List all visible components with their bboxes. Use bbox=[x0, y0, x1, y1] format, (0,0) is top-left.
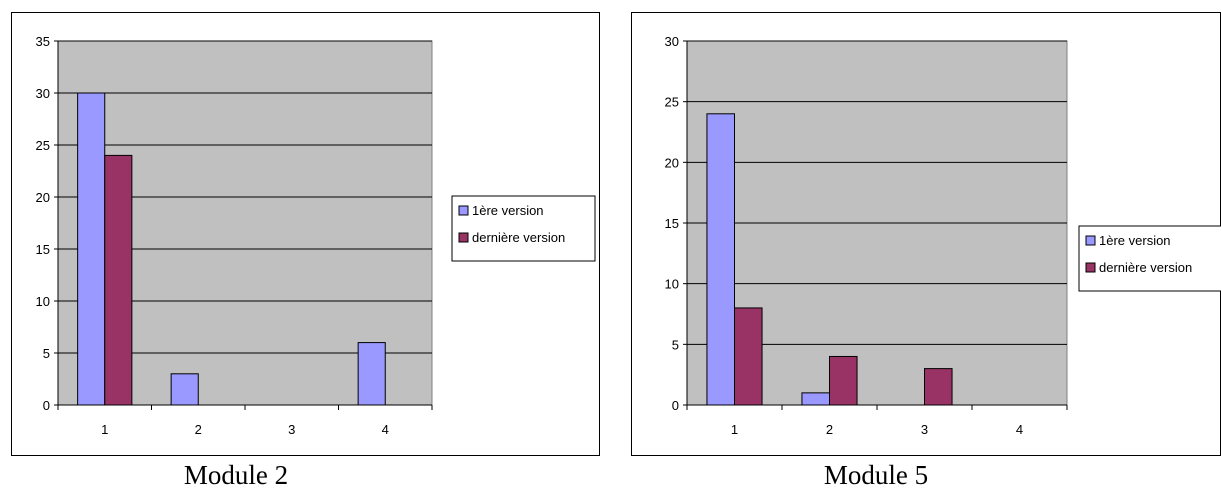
y-tick-label: 20 bbox=[665, 155, 679, 170]
legend-box bbox=[451, 195, 596, 262]
bar-first-version-cat-1 bbox=[77, 92, 106, 406]
bar-first-version-cat-2 bbox=[170, 373, 199, 406]
y-tick-label: 0 bbox=[43, 398, 50, 413]
y-tick-label: 10 bbox=[36, 294, 50, 309]
y-tick-label: 20 bbox=[36, 190, 50, 205]
x-tick-label: 2 bbox=[826, 422, 833, 437]
y-tick-label: 10 bbox=[665, 277, 679, 292]
x-tick-label: 1 bbox=[101, 422, 108, 437]
y-tick-label: 35 bbox=[36, 34, 50, 49]
x-tick-label: 3 bbox=[921, 422, 928, 437]
legend-label: dernière version bbox=[472, 230, 565, 245]
bar-last-version-cat-2 bbox=[829, 355, 858, 406]
bar-last-version-cat-3 bbox=[924, 368, 953, 406]
chart-caption-module-2: Module 2 bbox=[183, 460, 289, 490]
chart-module-2-svg: 0 5 10 15 20 25 30 35 1 2 3 4 1ère version dernière v… bbox=[36, 34, 596, 437]
y-tick-label: 25 bbox=[665, 95, 679, 110]
y-tick-label: 5 bbox=[43, 346, 50, 361]
y-tick-label: 25 bbox=[36, 138, 50, 153]
x-tick-label: 1 bbox=[731, 422, 738, 437]
chart-module-2: 0 5 10 15 20 25 30 35 1 2 3 4 1ère version dernière v… bbox=[11, 12, 600, 456]
y-tick-label: 0 bbox=[672, 398, 679, 413]
bar-last-version-cat-1 bbox=[104, 154, 133, 406]
chart-module-5-svg: 0 5 10 15 20 25 30 1 2 3 4 1ère version dernière ver… bbox=[665, 34, 1221, 437]
legend-label: 1ère version bbox=[1099, 233, 1171, 248]
bar-last-version-cat-1 bbox=[734, 307, 763, 406]
x-tick-label: 3 bbox=[288, 422, 295, 437]
y-tick-label: 15 bbox=[36, 242, 50, 257]
x-tick-label: 4 bbox=[382, 422, 389, 437]
legend-label: dernière version bbox=[1099, 260, 1192, 275]
y-tick-label: 30 bbox=[665, 34, 679, 49]
legend-swatch bbox=[1085, 235, 1096, 246]
x-tick-label: 4 bbox=[1016, 422, 1023, 437]
chart-caption-module-5: Module 5 bbox=[823, 460, 929, 490]
legend-swatch bbox=[458, 205, 469, 216]
y-tick-label: 30 bbox=[36, 86, 50, 101]
bar-first-version-cat-2 bbox=[801, 392, 830, 406]
legend-swatch bbox=[1085, 262, 1096, 273]
legend-swatch bbox=[458, 232, 469, 243]
y-tick-label: 15 bbox=[665, 216, 679, 231]
bar-first-version-cat-1 bbox=[706, 113, 735, 406]
chart-module-5: 0 5 10 15 20 25 30 1 2 3 4 1ère version dernière ver… bbox=[631, 12, 1221, 456]
y-tick-label: 5 bbox=[672, 337, 679, 352]
legend-label: 1ère version bbox=[472, 203, 544, 218]
legend-box bbox=[1078, 225, 1221, 292]
bar-first-version-cat-4 bbox=[357, 342, 386, 406]
x-tick-label: 2 bbox=[195, 422, 202, 437]
